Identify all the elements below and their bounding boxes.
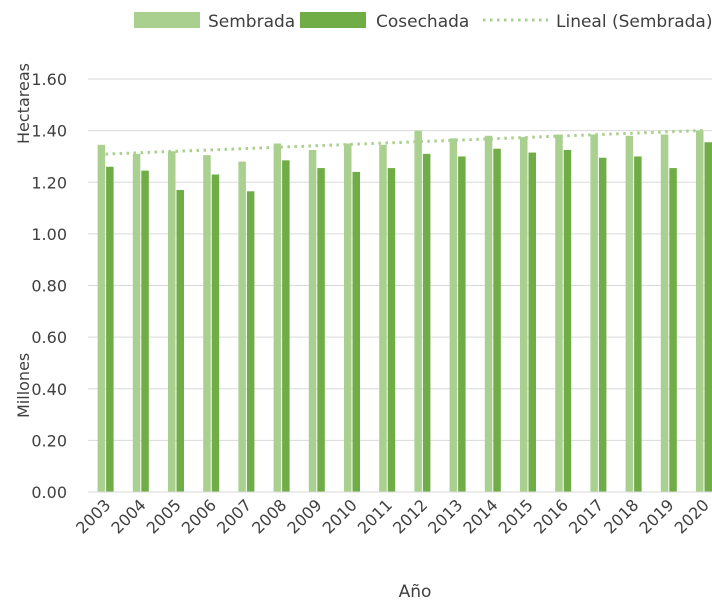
y-tick-label: 1.40 xyxy=(31,122,67,141)
bar-cosechada-2010 xyxy=(353,172,361,492)
bar-sembrada-2005 xyxy=(168,151,176,492)
bar-sembrada-2016 xyxy=(555,134,563,492)
x-tick-label: 2010 xyxy=(319,495,361,537)
bar-cosechada-2003 xyxy=(106,167,114,492)
y-tick-label: 1.60 xyxy=(31,70,67,89)
bar-cosechada-2020 xyxy=(705,142,712,492)
y-tick-label: 0.00 xyxy=(31,483,67,502)
x-tick-label: 2003 xyxy=(72,495,114,537)
legend-swatch-cosechada xyxy=(300,12,366,28)
bar-sembrada-2008 xyxy=(274,144,282,492)
bar-cosechada-2016 xyxy=(564,150,572,492)
y-tick-label: 1.20 xyxy=(31,173,67,192)
bar-sembrada-2003 xyxy=(98,145,106,492)
y-axis-units-label: Hectareas xyxy=(14,63,33,144)
bars-layer xyxy=(98,131,712,492)
bar-sembrada-2007 xyxy=(238,162,246,492)
bar-cosechada-2004 xyxy=(141,171,149,492)
bar-cosechada-2012 xyxy=(423,154,431,492)
bar-cosechada-2017 xyxy=(599,158,607,492)
bar-cosechada-2009 xyxy=(317,168,325,492)
bar-sembrada-2010 xyxy=(344,144,352,492)
x-tick-label: 2019 xyxy=(635,495,677,537)
x-tick-label: 2018 xyxy=(600,495,642,537)
bar-cosechada-2015 xyxy=(529,153,537,492)
bar-cosechada-2014 xyxy=(493,149,501,492)
bar-cosechada-2019 xyxy=(669,168,677,492)
x-tick-label: 2006 xyxy=(178,495,220,537)
x-tick-label: 2017 xyxy=(565,495,607,537)
x-tick-label: 2020 xyxy=(671,495,712,537)
bar-sembrada-2006 xyxy=(203,155,211,492)
bar-cosechada-2013 xyxy=(458,156,466,492)
legend-swatch-sembrada xyxy=(134,12,200,28)
x-tick-label: 2014 xyxy=(459,495,501,537)
x-tick-label: 2012 xyxy=(389,495,431,537)
y-tick-label: 0.40 xyxy=(31,380,67,399)
x-tick-label: 2007 xyxy=(213,495,255,537)
bar-cosechada-2008 xyxy=(282,160,290,492)
x-tick-label: 2015 xyxy=(495,495,537,537)
bar-sembrada-2018 xyxy=(626,136,634,492)
x-tick-label: 2013 xyxy=(424,495,466,537)
bar-cosechada-2007 xyxy=(247,191,255,492)
x-tick-label: 2005 xyxy=(143,495,185,537)
legend-label-sembrada: Sembrada xyxy=(208,12,295,32)
bar-sembrada-2017 xyxy=(590,134,598,492)
y-tick-label: 1.00 xyxy=(31,225,67,244)
legend-label-cosechada: Cosechada xyxy=(376,12,469,32)
bar-cosechada-2018 xyxy=(634,156,642,492)
x-tick-label: 2004 xyxy=(107,495,149,537)
legend-label-trendline: Lineal (Sembrada) xyxy=(556,12,712,32)
x-tick-label: 2009 xyxy=(283,495,325,537)
legend: Sembrada Cosechada Lineal (Sembrada) xyxy=(134,12,712,32)
bar-sembrada-2013 xyxy=(450,138,458,492)
trendline-line xyxy=(106,130,704,154)
trend-layer xyxy=(106,130,704,154)
bar-sembrada-2012 xyxy=(414,131,422,492)
x-tick-label: 2008 xyxy=(248,495,290,537)
x-tick-label: 2016 xyxy=(530,495,572,537)
x-axis-title: Año xyxy=(399,582,432,600)
y-tick-label: 0.20 xyxy=(31,431,67,450)
bar-sembrada-2020 xyxy=(696,131,704,492)
bar-sembrada-2004 xyxy=(133,154,141,492)
y-tick-label: 0.80 xyxy=(31,277,67,296)
bar-cosechada-2006 xyxy=(212,175,220,492)
bar-cosechada-2005 xyxy=(177,190,185,492)
bar-sembrada-2011 xyxy=(379,145,387,492)
bar-sembrada-2009 xyxy=(309,150,317,492)
bar-sembrada-2014 xyxy=(485,136,493,492)
bar-cosechada-2011 xyxy=(388,168,396,492)
bar-sembrada-2019 xyxy=(661,134,669,492)
y-tick-label: 0.60 xyxy=(31,328,67,347)
bar-sembrada-2015 xyxy=(520,137,528,492)
x-tick-label: 2011 xyxy=(354,495,396,537)
y-axis-scale-label: Millones xyxy=(14,353,33,418)
